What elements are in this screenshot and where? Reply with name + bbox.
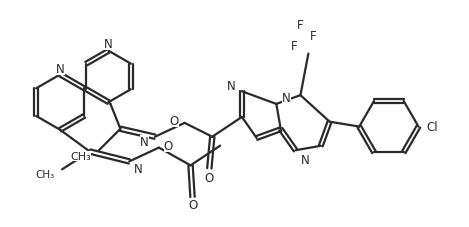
Text: CH₃: CH₃ <box>70 152 91 162</box>
Text: O: O <box>204 171 214 184</box>
Text: N: N <box>56 63 65 76</box>
Text: N: N <box>134 162 143 175</box>
Text: Cl: Cl <box>426 121 438 133</box>
Text: F: F <box>291 40 298 53</box>
Text: N: N <box>104 38 113 51</box>
Text: N: N <box>140 136 149 148</box>
Text: O: O <box>188 198 197 211</box>
Text: N: N <box>227 79 236 92</box>
Text: O: O <box>169 115 179 128</box>
Text: O: O <box>164 139 173 152</box>
Text: F: F <box>310 30 317 43</box>
Text: N: N <box>301 153 309 166</box>
Text: F: F <box>297 18 304 31</box>
Text: N: N <box>282 92 291 105</box>
Text: CH₃: CH₃ <box>35 170 54 180</box>
